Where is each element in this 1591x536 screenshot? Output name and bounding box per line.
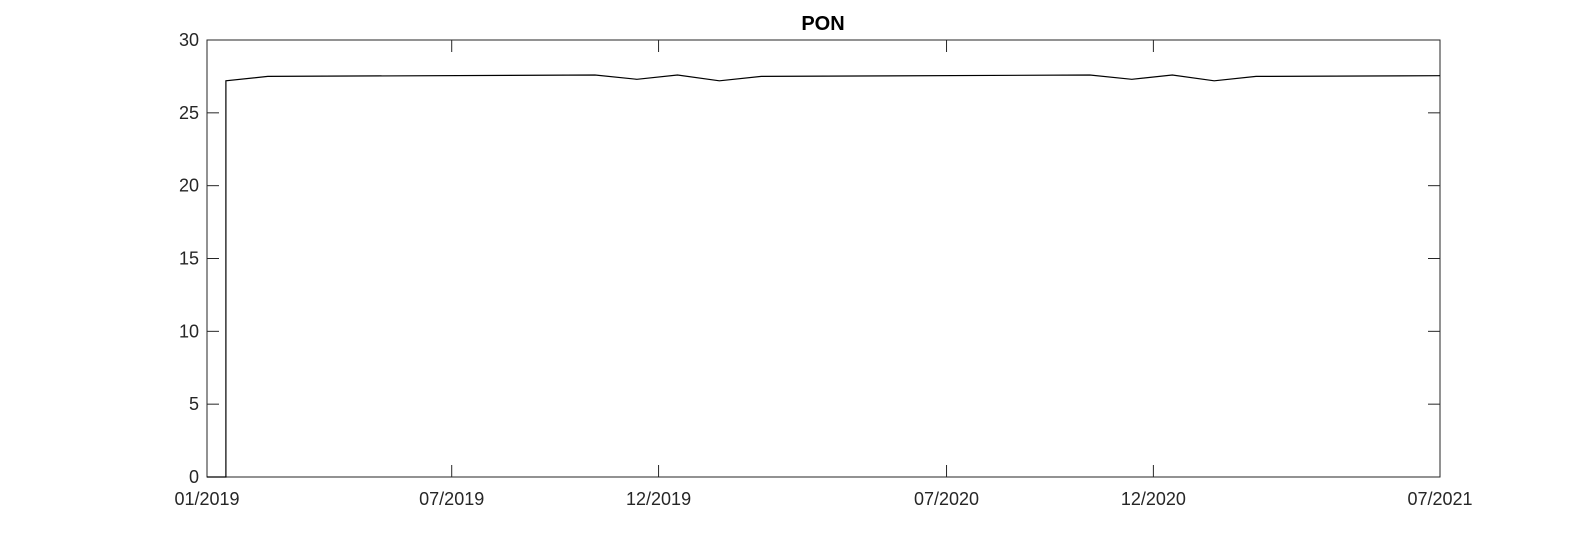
x-tick-label: 07/2021 bbox=[1407, 489, 1472, 509]
x-tick-label: 12/2020 bbox=[1121, 489, 1186, 509]
y-tick-label: 20 bbox=[179, 176, 199, 196]
chart-title: PON bbox=[801, 13, 844, 35]
series-line bbox=[207, 74, 1441, 478]
y-tick-label: 30 bbox=[179, 30, 199, 50]
x-tick-label: 07/2019 bbox=[419, 489, 484, 509]
axes-box bbox=[206, 39, 1441, 478]
plot-area: 0 5 10 15 20 25 30 01/2019 07/2019 12/2019 07/2020… bbox=[174, 30, 1472, 509]
y-tick-label: 0 bbox=[189, 467, 199, 487]
x-tick-label: 12/2019 bbox=[626, 489, 691, 509]
y-tick-label: 5 bbox=[189, 394, 199, 414]
y-tick-label: 10 bbox=[179, 321, 199, 341]
x-tick-label: 01/2019 bbox=[174, 489, 239, 509]
y-tick-label: 15 bbox=[179, 249, 199, 269]
y-tick-label: 25 bbox=[179, 103, 199, 123]
x-tick-label: 07/2020 bbox=[914, 489, 979, 509]
